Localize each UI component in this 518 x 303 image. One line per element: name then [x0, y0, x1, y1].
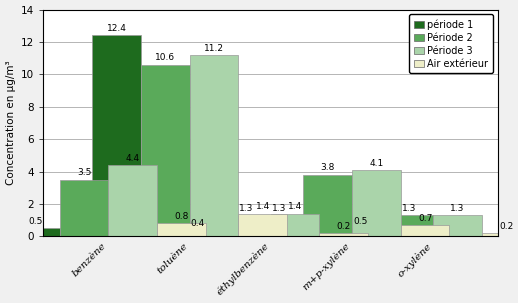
Bar: [157, 224, 206, 236]
Bar: [303, 175, 352, 236]
Bar: [174, 230, 222, 236]
Text: 3.8: 3.8: [321, 163, 335, 172]
Bar: [320, 233, 368, 236]
Text: 0.7: 0.7: [418, 214, 432, 223]
Bar: [401, 225, 450, 236]
Bar: [60, 180, 108, 236]
Text: 11.2: 11.2: [204, 44, 224, 52]
Text: 0.2: 0.2: [499, 222, 513, 231]
Text: 0.2: 0.2: [337, 222, 351, 231]
Bar: [222, 215, 271, 236]
Bar: [92, 35, 141, 236]
Bar: [352, 170, 401, 236]
Bar: [141, 65, 190, 236]
Bar: [336, 228, 384, 236]
Text: 0.8: 0.8: [174, 212, 189, 221]
Text: 1.3: 1.3: [239, 204, 254, 213]
Text: 10.6: 10.6: [155, 53, 175, 62]
Text: 3.5: 3.5: [77, 168, 91, 177]
Text: 4.1: 4.1: [369, 158, 383, 168]
Bar: [238, 214, 287, 236]
Text: 1.4: 1.4: [288, 202, 303, 211]
Text: 0.4: 0.4: [191, 218, 205, 228]
Y-axis label: Concentration en µg/m³: Concentration en µg/m³: [6, 61, 16, 185]
Bar: [11, 228, 60, 236]
Text: 4.4: 4.4: [126, 154, 140, 163]
Text: 12.4: 12.4: [107, 24, 126, 33]
Legend: période 1, Période 2, Période 3, Air extérieur: période 1, Période 2, Période 3, Air ext…: [409, 15, 493, 73]
Bar: [433, 215, 482, 236]
Text: 1.3: 1.3: [450, 204, 465, 213]
Text: 0.5: 0.5: [353, 217, 367, 226]
Bar: [271, 214, 320, 236]
Bar: [190, 55, 238, 236]
Text: 1.3: 1.3: [401, 204, 416, 213]
Bar: [254, 215, 303, 236]
Text: 1.4: 1.4: [255, 202, 270, 211]
Bar: [108, 165, 157, 236]
Text: 1.3: 1.3: [272, 204, 286, 213]
Text: 0.5: 0.5: [28, 217, 42, 226]
Bar: [482, 233, 518, 236]
Bar: [384, 215, 433, 236]
